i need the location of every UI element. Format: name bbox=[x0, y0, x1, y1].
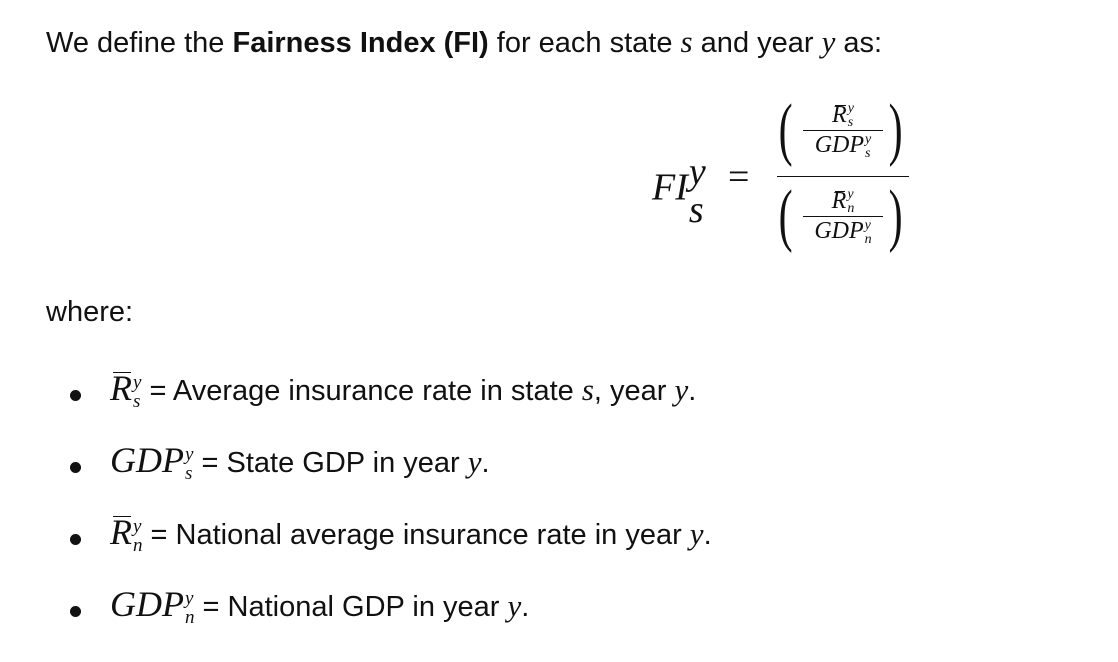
numerator-right-paren: ) bbox=[888, 91, 903, 168]
definition-text: = National average insurance rate in yea… bbox=[142, 519, 690, 551]
denominator-gdp: GDP y n bbox=[814, 217, 871, 246]
definition-text-mid: , year bbox=[593, 375, 675, 407]
denominator-right-paren: ) bbox=[888, 177, 903, 254]
bullet-icon bbox=[70, 534, 81, 545]
gdp-subscript: s bbox=[865, 145, 871, 161]
definition-math-1: y bbox=[467, 444, 482, 479]
rate-bar-symbol: R bbox=[832, 102, 847, 128]
variable-base: GDP bbox=[110, 440, 184, 480]
variable-subscript: n bbox=[133, 534, 143, 556]
denominator-left-paren: ( bbox=[778, 177, 793, 254]
definition-end: . bbox=[703, 519, 712, 551]
variable-base: R bbox=[110, 368, 132, 408]
definition-variable: GDP y s bbox=[110, 440, 194, 484]
gdp-superscript: y bbox=[865, 131, 872, 147]
intro-sentence: We define the Fairness Index (FI) for ea… bbox=[46, 22, 882, 63]
denominator-fraction-bar bbox=[803, 216, 883, 218]
main-fraction-bar bbox=[777, 176, 909, 177]
rate-superscript: y bbox=[847, 101, 854, 117]
intro-middle: for each state bbox=[488, 27, 681, 59]
variable-superscript: y bbox=[133, 371, 142, 393]
variable-base: GDP bbox=[110, 584, 184, 624]
rate-subscript: s bbox=[847, 115, 854, 131]
equals-sign: = bbox=[728, 156, 750, 198]
numerator-gdp: GDP y s bbox=[815, 131, 872, 160]
rate-subscript: n bbox=[847, 201, 855, 217]
variable-superscript: y bbox=[185, 443, 194, 465]
fi-subscript: s bbox=[688, 189, 704, 231]
gdp-symbol: GDP bbox=[814, 132, 865, 159]
bullet-icon bbox=[70, 390, 81, 401]
intro-prefix: We define the bbox=[46, 27, 233, 59]
definition-variable: GDP y n bbox=[110, 584, 195, 628]
variable-base: R bbox=[110, 512, 132, 552]
fairness-index-term: Fairness Index (FI) bbox=[232, 27, 489, 59]
definition-end: . bbox=[481, 447, 490, 479]
rate-superscript: y bbox=[847, 187, 854, 203]
variable-subscript: s bbox=[133, 390, 141, 412]
definition-text: = Average insurance rate in state bbox=[141, 375, 582, 407]
variable-subscript: n bbox=[185, 606, 195, 628]
variable-superscript: y bbox=[185, 587, 194, 609]
numerator-left-paren: ( bbox=[778, 91, 793, 168]
definition-text: = State GDP in year bbox=[193, 447, 468, 479]
gdp-superscript: y bbox=[864, 217, 871, 233]
definition-math-1: y bbox=[689, 516, 704, 551]
intro-and-year: and year bbox=[692, 27, 822, 59]
numerator-fraction-bar bbox=[803, 130, 883, 132]
rate-bar-symbol: R bbox=[831, 188, 847, 214]
definition-math-1: y bbox=[507, 588, 522, 623]
gdp-subscript: n bbox=[864, 231, 872, 247]
bullet-icon bbox=[70, 606, 81, 617]
variable-subscript: s bbox=[185, 462, 193, 484]
variable-superscript: y bbox=[133, 515, 142, 537]
formula-lhs: FI y s bbox=[652, 153, 706, 229]
definition-state-gdp: GDP y s = State GDP in year y. bbox=[110, 440, 490, 483]
definition-text: = National GDP in year bbox=[194, 591, 508, 623]
where-label: where: bbox=[46, 296, 134, 328]
fi-symbol: FI bbox=[652, 166, 688, 209]
bullet-icon bbox=[70, 462, 81, 473]
fi-superscript: y bbox=[688, 151, 706, 193]
definition-end: . bbox=[688, 375, 697, 407]
intro-suffix: as: bbox=[835, 27, 883, 59]
definition-math-1: s bbox=[581, 372, 594, 407]
gdp-symbol: GDP bbox=[814, 218, 864, 245]
definition-end: . bbox=[521, 591, 530, 623]
state-variable: s bbox=[680, 24, 693, 59]
definition-math-2: y bbox=[674, 372, 689, 407]
year-variable: y bbox=[821, 24, 836, 59]
definition-national-gdp: GDP y n = National GDP in year y. bbox=[110, 584, 529, 627]
